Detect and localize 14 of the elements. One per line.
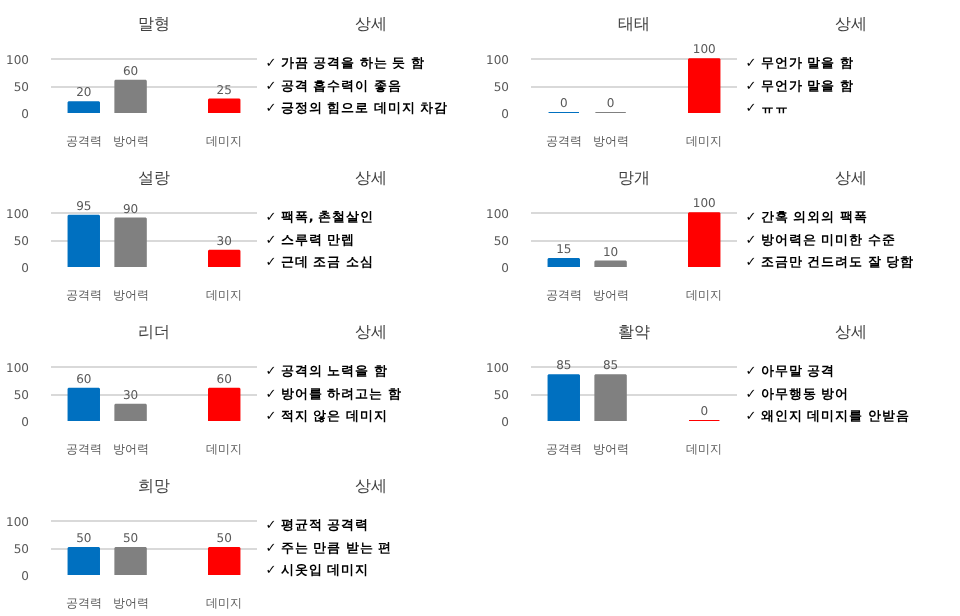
chart-title: 설랑 [138,169,170,187]
chart-title: 말형 [138,15,170,33]
text: 상세 [355,477,387,495]
text: 상세 [835,323,867,341]
chart-title: 망개 [618,169,650,187]
chart-title: 희망 [138,477,170,495]
chart-title: 활약 [618,323,650,341]
chart-title: 태태 [618,15,650,33]
chart-title: 리더 [138,323,170,341]
text: 상세 [835,15,867,33]
text: 상세 [355,15,387,33]
text: 상세 [355,323,387,341]
text: 상세 [355,169,387,187]
text: 상세 [835,169,867,187]
